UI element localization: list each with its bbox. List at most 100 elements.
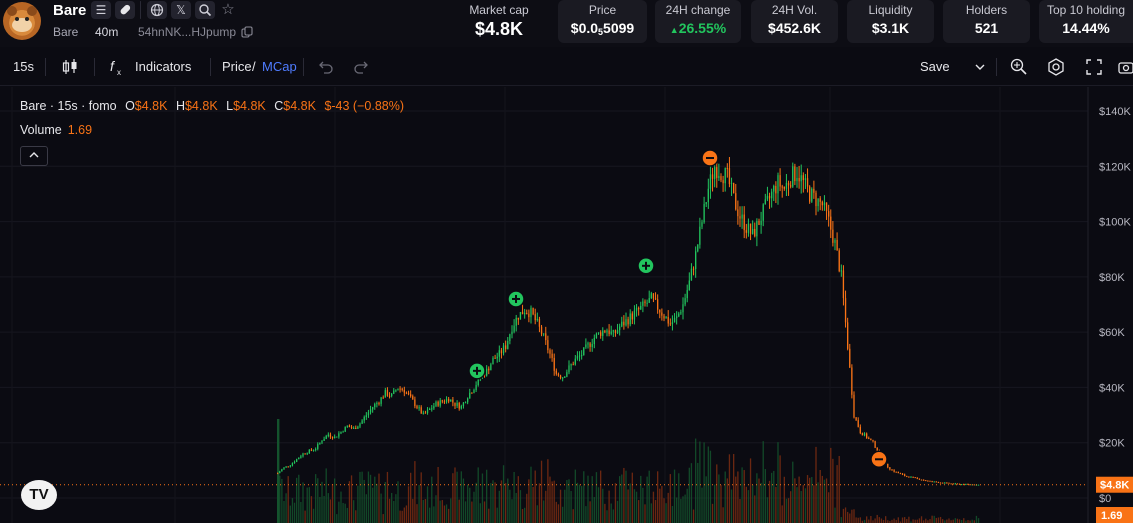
- volume-bar: [610, 503, 612, 523]
- candle: [756, 220, 758, 237]
- candle: [931, 481, 933, 483]
- candle: [802, 175, 804, 181]
- volume-bar: [302, 482, 304, 523]
- collapse-legend-button[interactable]: [20, 146, 48, 166]
- candle: [450, 399, 452, 402]
- candle: [629, 313, 631, 325]
- volume-bar: [536, 505, 538, 523]
- candle: [680, 312, 682, 314]
- zoom-icon[interactable]: [1009, 57, 1029, 77]
- candle: [771, 191, 773, 199]
- save-button[interactable]: Save: [920, 59, 950, 74]
- interval-selector[interactable]: 15s: [13, 59, 34, 74]
- menu-lines-icon[interactable]: ☰: [91, 1, 111, 19]
- candle: [684, 298, 686, 305]
- volume-bar: [293, 502, 296, 523]
- price-mcap-slash: /: [252, 59, 256, 74]
- volume-bar: [722, 507, 724, 523]
- candle: [977, 484, 980, 486]
- x-logo-icon[interactable]: 𝕏: [171, 1, 191, 19]
- chevron-down-icon[interactable]: [970, 57, 990, 77]
- candle: [488, 368, 490, 371]
- candle: [635, 307, 638, 311]
- price-chart[interactable]: $140K $120K $100K $80K $60K $40K $20K $0 $4.8K 1…: [0, 87, 1133, 523]
- candle: [817, 198, 819, 207]
- volume-bar: [730, 489, 733, 523]
- y-tick-label: $80K: [1099, 272, 1125, 284]
- volume-bar: [676, 497, 678, 523]
- buy-marker-icon: [507, 290, 525, 308]
- volume-bar: [688, 467, 690, 523]
- volume-bar: [726, 478, 728, 523]
- volume-bar: [720, 485, 722, 523]
- search-icon[interactable]: [195, 1, 215, 19]
- candle: [809, 186, 811, 202]
- volume-bar: [443, 505, 446, 523]
- volume-bar: [851, 509, 853, 523]
- volume-bar: [844, 507, 847, 523]
- candle: [730, 183, 733, 185]
- volume-bar: [739, 499, 741, 523]
- volume-bar: [526, 493, 528, 523]
- volume-bar: [528, 479, 530, 523]
- candle: [353, 427, 355, 429]
- ohlc-legend: Bare · 15s · fomo O$4.8K H$4.8K L$4.8K C…: [20, 99, 404, 113]
- redo-icon[interactable]: [352, 57, 372, 77]
- fx-icon[interactable]: f x: [108, 57, 128, 77]
- volume-bar: [532, 486, 534, 523]
- token-address[interactable]: 54hnNK...HJpump: [138, 25, 237, 39]
- pill-icon[interactable]: [115, 1, 135, 19]
- volume-bar: [568, 479, 570, 523]
- candle: [403, 389, 405, 393]
- volume-bar: [923, 520, 925, 523]
- candle: [593, 337, 595, 345]
- volume-bar: [866, 516, 868, 523]
- volume-bar: [790, 491, 792, 523]
- volume-bar: [802, 485, 804, 523]
- candle: [633, 310, 636, 320]
- token-avatar[interactable]: [3, 2, 41, 40]
- volume-bar: [916, 519, 918, 523]
- candle: [369, 409, 372, 413]
- candle: [437, 401, 439, 406]
- price-toggle[interactable]: Price: [222, 59, 252, 74]
- candle: [737, 209, 739, 217]
- star-icon[interactable]: ☆: [221, 1, 235, 18]
- volume-bar: [473, 491, 475, 523]
- mcap-toggle[interactable]: MCap: [262, 59, 297, 74]
- candlestick-chart[interactable]: $140K $120K $100K $80K $60K $40K $20K $0 $4.8K 1…: [0, 87, 1133, 523]
- volume-bar: [849, 513, 851, 523]
- volume-bar: [760, 482, 762, 523]
- volume-bar: [317, 478, 319, 523]
- volume-bar: [572, 509, 574, 523]
- settings-icon[interactable]: [1046, 57, 1066, 77]
- volume-bar: [376, 483, 378, 523]
- undo-icon[interactable]: [315, 57, 335, 77]
- copy-icon[interactable]: [241, 26, 253, 38]
- candle: [625, 319, 627, 326]
- camera-icon[interactable]: [1117, 57, 1133, 77]
- fullscreen-icon[interactable]: [1084, 57, 1104, 77]
- candle: [735, 193, 737, 210]
- volume-bar: [754, 495, 756, 523]
- volume-bar: [745, 486, 747, 523]
- globe-icon[interactable]: [147, 1, 167, 19]
- volume-bar: [460, 471, 462, 523]
- candle: [659, 309, 661, 313]
- volume-bar: [338, 501, 340, 523]
- volume-bar: [414, 461, 416, 523]
- volume-bar: [608, 490, 610, 523]
- volume-bar: [958, 519, 961, 523]
- y-tick-label: $0: [1099, 493, 1111, 505]
- chart-grid: [0, 87, 1088, 523]
- liquidity-value: $3.1K: [871, 20, 910, 36]
- tradingview-logo-icon[interactable]: TV: [21, 480, 57, 510]
- indicators-button[interactable]: Indicators: [135, 59, 192, 74]
- candle: [534, 314, 536, 321]
- volume-bar: [327, 493, 329, 523]
- volume-bar: [891, 519, 893, 523]
- candle: [699, 226, 701, 245]
- volume-bar: [885, 516, 887, 523]
- candle: [502, 345, 505, 354]
- candles-icon[interactable]: [60, 57, 80, 77]
